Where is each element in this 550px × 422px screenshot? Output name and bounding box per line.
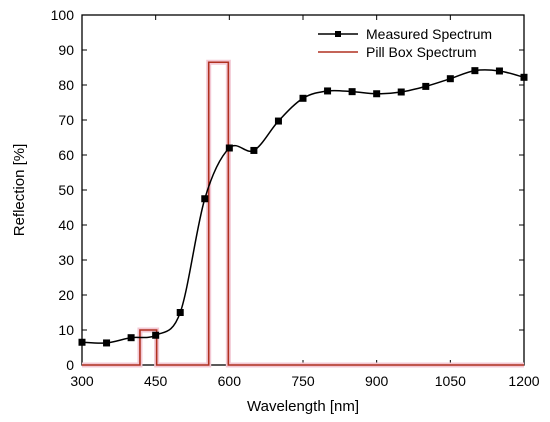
markers-layer <box>78 67 528 347</box>
series-layer <box>81 59 525 368</box>
y-tick-label: 90 <box>58 42 74 58</box>
y-axis-title: Reflection [%] <box>11 144 28 237</box>
data-point-measured <box>397 88 405 96</box>
plot-frame <box>81 14 525 366</box>
data-point-measured <box>471 67 479 75</box>
x-tick-label: 450 <box>144 373 168 389</box>
x-tick-label: 1050 <box>435 373 466 389</box>
axis-ticks: 300 450 600 750 900 1050 1200 0 10 20 30 40 50 60 70 80… <box>51 7 540 389</box>
data-point-measured <box>225 144 233 152</box>
data-point-measured <box>176 309 184 316</box>
data-point-measured <box>201 195 209 203</box>
y-tick-label: 60 <box>58 147 74 163</box>
x-tick-label: 750 <box>291 373 315 389</box>
y-tick-label: 10 <box>58 322 74 338</box>
data-point-measured <box>373 90 381 98</box>
legend-label-measured: Measured Spectrum <box>366 26 492 42</box>
x-axis-title: Wavelength [nm] <box>247 398 359 415</box>
y-tick-label: 40 <box>58 217 74 233</box>
x-tick-label: 900 <box>365 373 389 389</box>
series-line-pillbox <box>82 61 524 366</box>
x-tick-label: 600 <box>218 373 242 389</box>
y-tick-label: 80 <box>58 77 74 93</box>
y-tick-label: 0 <box>66 357 74 373</box>
y-tick-label: 50 <box>58 182 74 198</box>
data-point-measured <box>495 67 503 75</box>
data-point-measured <box>422 82 430 90</box>
pillbox-halo <box>82 59 524 368</box>
data-point-measured <box>324 87 332 95</box>
data-point-measured <box>348 88 356 96</box>
series-line-measured <box>81 69 525 344</box>
legend-label-pillbox: Pill Box Spectrum <box>366 44 476 60</box>
legend: Measured Spectrum Pill Box Spectrum <box>318 26 492 60</box>
data-point-measured <box>78 338 86 346</box>
data-point-measured <box>274 117 282 125</box>
y-tick-label: 20 <box>58 287 74 303</box>
x-tick-label: 1200 <box>508 373 539 389</box>
legend-marker-measured <box>335 31 341 37</box>
data-point-measured <box>103 339 111 347</box>
data-point-measured <box>152 331 160 339</box>
data-point-measured <box>520 73 528 81</box>
data-point-measured <box>299 94 307 102</box>
data-point-measured <box>127 334 135 342</box>
data-point-measured <box>250 146 258 154</box>
y-tick-label: 100 <box>51 7 75 23</box>
x-tick-label: 300 <box>70 373 94 389</box>
y-tick-label: 30 <box>58 252 74 268</box>
data-point-measured <box>446 75 454 83</box>
y-tick-label: 70 <box>58 112 74 128</box>
